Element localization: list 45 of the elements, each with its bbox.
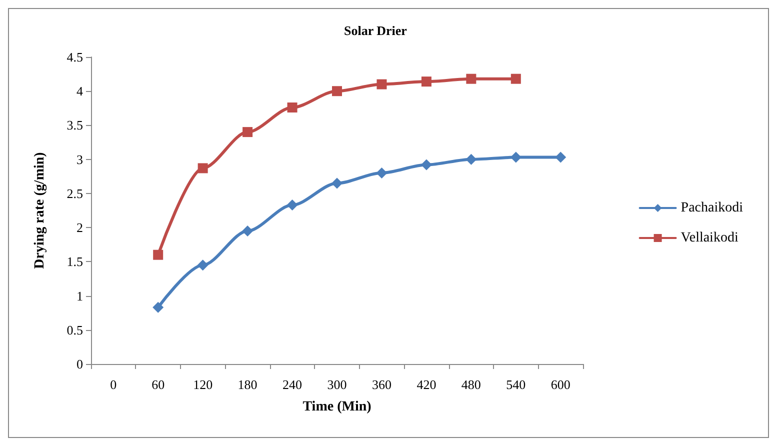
x-tick-label: 60 bbox=[152, 377, 165, 392]
point bbox=[197, 260, 208, 271]
y-tick-label: 3.5 bbox=[66, 118, 83, 133]
chart-title: Solar Drier bbox=[344, 23, 408, 38]
point bbox=[198, 163, 208, 174]
point bbox=[376, 79, 387, 90]
point bbox=[376, 167, 388, 178]
y-tick-label: 3 bbox=[76, 152, 83, 167]
point bbox=[510, 152, 522, 163]
y-tick-label: 2.5 bbox=[66, 186, 83, 201]
point bbox=[421, 76, 432, 87]
x-tick-label: 120 bbox=[193, 377, 213, 392]
x-tick-label: 300 bbox=[327, 377, 347, 392]
point bbox=[242, 225, 254, 236]
x-tick-label: 0 bbox=[110, 377, 117, 392]
y-tick-label: 1 bbox=[76, 288, 83, 304]
y-tick-label: 0.5 bbox=[66, 322, 83, 338]
point bbox=[152, 302, 164, 313]
point bbox=[420, 159, 432, 170]
point bbox=[555, 152, 566, 163]
point bbox=[466, 74, 476, 84]
point bbox=[332, 86, 342, 96]
x-tick-label: 600 bbox=[550, 377, 570, 392]
y-tick-label: 4 bbox=[76, 84, 84, 99]
point bbox=[153, 250, 164, 260]
y-tick-label: 1.5 bbox=[66, 254, 83, 270]
y-axis-title: Drying rate (g/min) bbox=[32, 152, 48, 269]
point bbox=[242, 127, 253, 138]
point bbox=[332, 178, 342, 189]
x-axis-title: Time (Min) bbox=[302, 400, 372, 414]
y-tick-label: 4.5 bbox=[66, 50, 83, 64]
point bbox=[510, 74, 521, 84]
x-tick-label: 480 bbox=[461, 377, 481, 392]
legend-label: Pachaikodi bbox=[680, 200, 744, 216]
x-tick-label: 420 bbox=[416, 377, 436, 392]
legend-label: Vellaikodi bbox=[680, 230, 738, 246]
x-tick-label: 240 bbox=[282, 377, 302, 392]
y-tick-label: 2 bbox=[76, 220, 83, 236]
point bbox=[466, 154, 477, 165]
x-tick-label: 180 bbox=[238, 377, 258, 392]
point bbox=[287, 102, 298, 112]
x-tick-label: 540 bbox=[506, 377, 526, 392]
y-tick-label: 0 bbox=[76, 356, 83, 372]
point bbox=[286, 200, 298, 211]
x-tick-label: 360 bbox=[372, 377, 392, 392]
